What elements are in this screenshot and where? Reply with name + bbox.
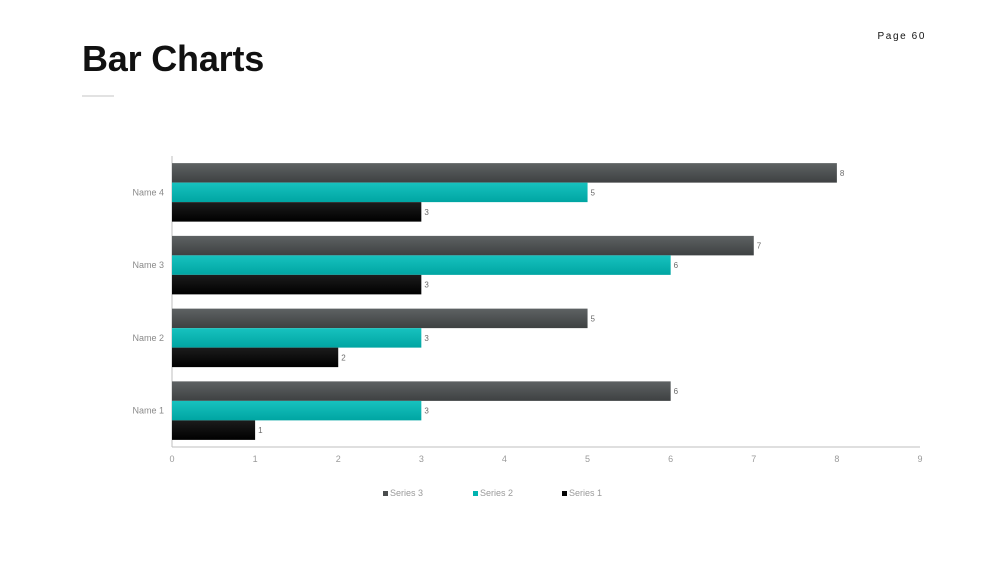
x-tick-label: 2 [336,454,341,464]
bar [172,420,256,440]
bar [172,235,754,256]
chart-bars [172,163,837,440]
bar [172,400,422,421]
bar [172,182,588,203]
bar [172,347,339,368]
legend-label: Series 3 [390,488,423,498]
legend-swatch [473,491,478,496]
data-label: 7 [757,242,762,251]
page-title: Bar Charts [82,38,265,79]
x-tick-label: 3 [419,454,424,464]
data-label: 2 [341,353,346,362]
legend-swatch [383,491,388,496]
x-tick-label: 8 [834,454,839,464]
category-label: Name 4 [132,187,164,197]
bar [172,255,671,275]
legend-swatch [562,491,567,496]
data-label: 5 [591,188,596,197]
data-label: 3 [424,334,429,343]
legend-label: Series 1 [569,488,602,498]
x-tick-label: 6 [668,454,673,464]
bar [172,328,422,348]
legend-label: Series 2 [480,488,513,498]
data-label: 6 [674,387,679,396]
bar [172,202,422,222]
x-tick-label: 9 [917,454,922,464]
bar [172,274,422,295]
category-label: Name 2 [132,333,164,343]
chart-labels: 0 1 2 3 4 5 6 7 8 9 Name 1 6 3 1 Name 2 5 3 2 Name 3 7 6 3 Nam… [132,169,922,464]
page-number: Page 60 [877,31,926,42]
category-label: Name 1 [132,406,164,416]
data-label: 3 [424,407,429,416]
bar [172,381,671,401]
data-label: 3 [424,208,429,217]
data-label: 6 [674,261,679,270]
category-label: Name 3 [132,260,164,270]
bar [172,163,837,183]
x-tick-label: 7 [751,454,756,464]
x-tick-label: 0 [169,454,174,464]
bar [172,308,588,329]
x-tick-label: 5 [585,454,590,464]
x-tick-label: 1 [253,454,258,464]
data-label: 8 [840,169,845,178]
data-label: 1 [258,426,263,435]
data-label: 3 [424,281,429,290]
data-label: 5 [591,314,596,323]
chart-legend: Series 3 Series 2 Series 1 [383,488,602,498]
x-tick-label: 4 [502,454,507,464]
title-underline [82,95,114,97]
